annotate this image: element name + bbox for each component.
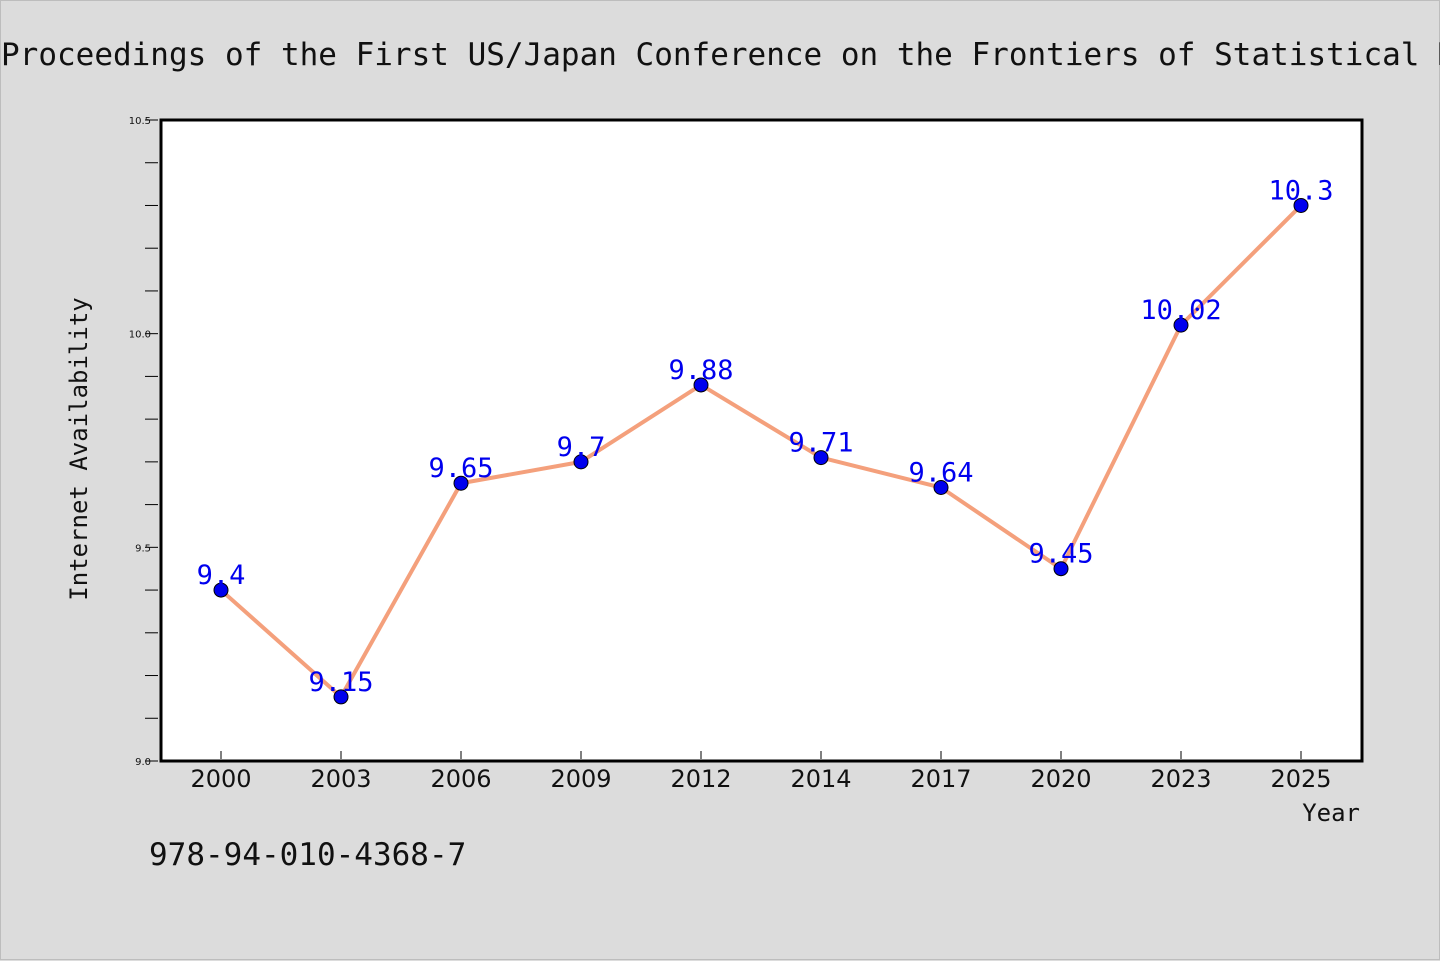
data-label: 9.71 <box>788 428 853 459</box>
data-label: 9.45 <box>1028 539 1093 570</box>
data-point <box>1173 317 1189 333</box>
data-point <box>333 689 349 705</box>
x-tick-label: 2023 <box>1150 765 1211 793</box>
x-tick-label: 2017 <box>910 765 971 793</box>
y-tick-label: 10.5 <box>129 116 151 127</box>
x-tick-label: 2014 <box>790 765 851 793</box>
chart-title: Proceedings of the First US/Japan Confer… <box>1 37 1440 73</box>
data-label: 10.3 <box>1268 175 1333 206</box>
y-tick-label: 10.0 <box>129 330 151 341</box>
x-tick-label: 2006 <box>430 765 491 793</box>
data-point <box>813 450 829 466</box>
x-tick-label: 2003 <box>310 765 371 793</box>
data-label: 9.4 <box>197 560 246 591</box>
plot-area <box>159 118 1364 763</box>
data-point <box>1293 197 1309 213</box>
data-labels: 9.4 9.15 9.65 9.7 9.88 9.71 9.64 9.45 10.02 10.3 <box>197 175 1334 697</box>
data-label: 9.88 <box>668 355 733 386</box>
y-axis: 9.0 9.5 10.0 10.5 <box>129 116 158 768</box>
isbn-text: 978-94-010-4368-7 <box>149 837 466 873</box>
x-tick-label: 2020 <box>1030 765 1091 793</box>
data-label: 9.15 <box>308 667 373 698</box>
data-point <box>453 475 469 491</box>
x-tick-label: 2012 <box>670 765 731 793</box>
series-markers <box>213 197 1309 705</box>
data-label: 10.02 <box>1140 295 1221 326</box>
data-label: 9.7 <box>557 432 606 463</box>
y-axis-label: Internet Availability <box>65 297 93 600</box>
data-point <box>933 480 949 496</box>
x-tick-label: 2000 <box>190 765 251 793</box>
x-axis: 2000 2003 2006 2009 2012 2014 2017 2020 2023 2025 <box>190 751 1332 793</box>
data-point <box>1053 561 1069 577</box>
data-label: 9.65 <box>428 453 493 484</box>
x-axis-label: Year <box>1302 799 1360 827</box>
y-tick-label: 9.5 <box>135 543 151 554</box>
data-point <box>693 377 709 393</box>
x-tick-label: 2009 <box>550 765 611 793</box>
data-point <box>213 582 229 598</box>
y-tick-label: 9.0 <box>135 757 151 768</box>
series-line <box>219 203 1303 699</box>
x-tick-label: 2025 <box>1270 765 1331 793</box>
data-label: 9.64 <box>908 458 973 489</box>
data-point <box>573 454 589 470</box>
